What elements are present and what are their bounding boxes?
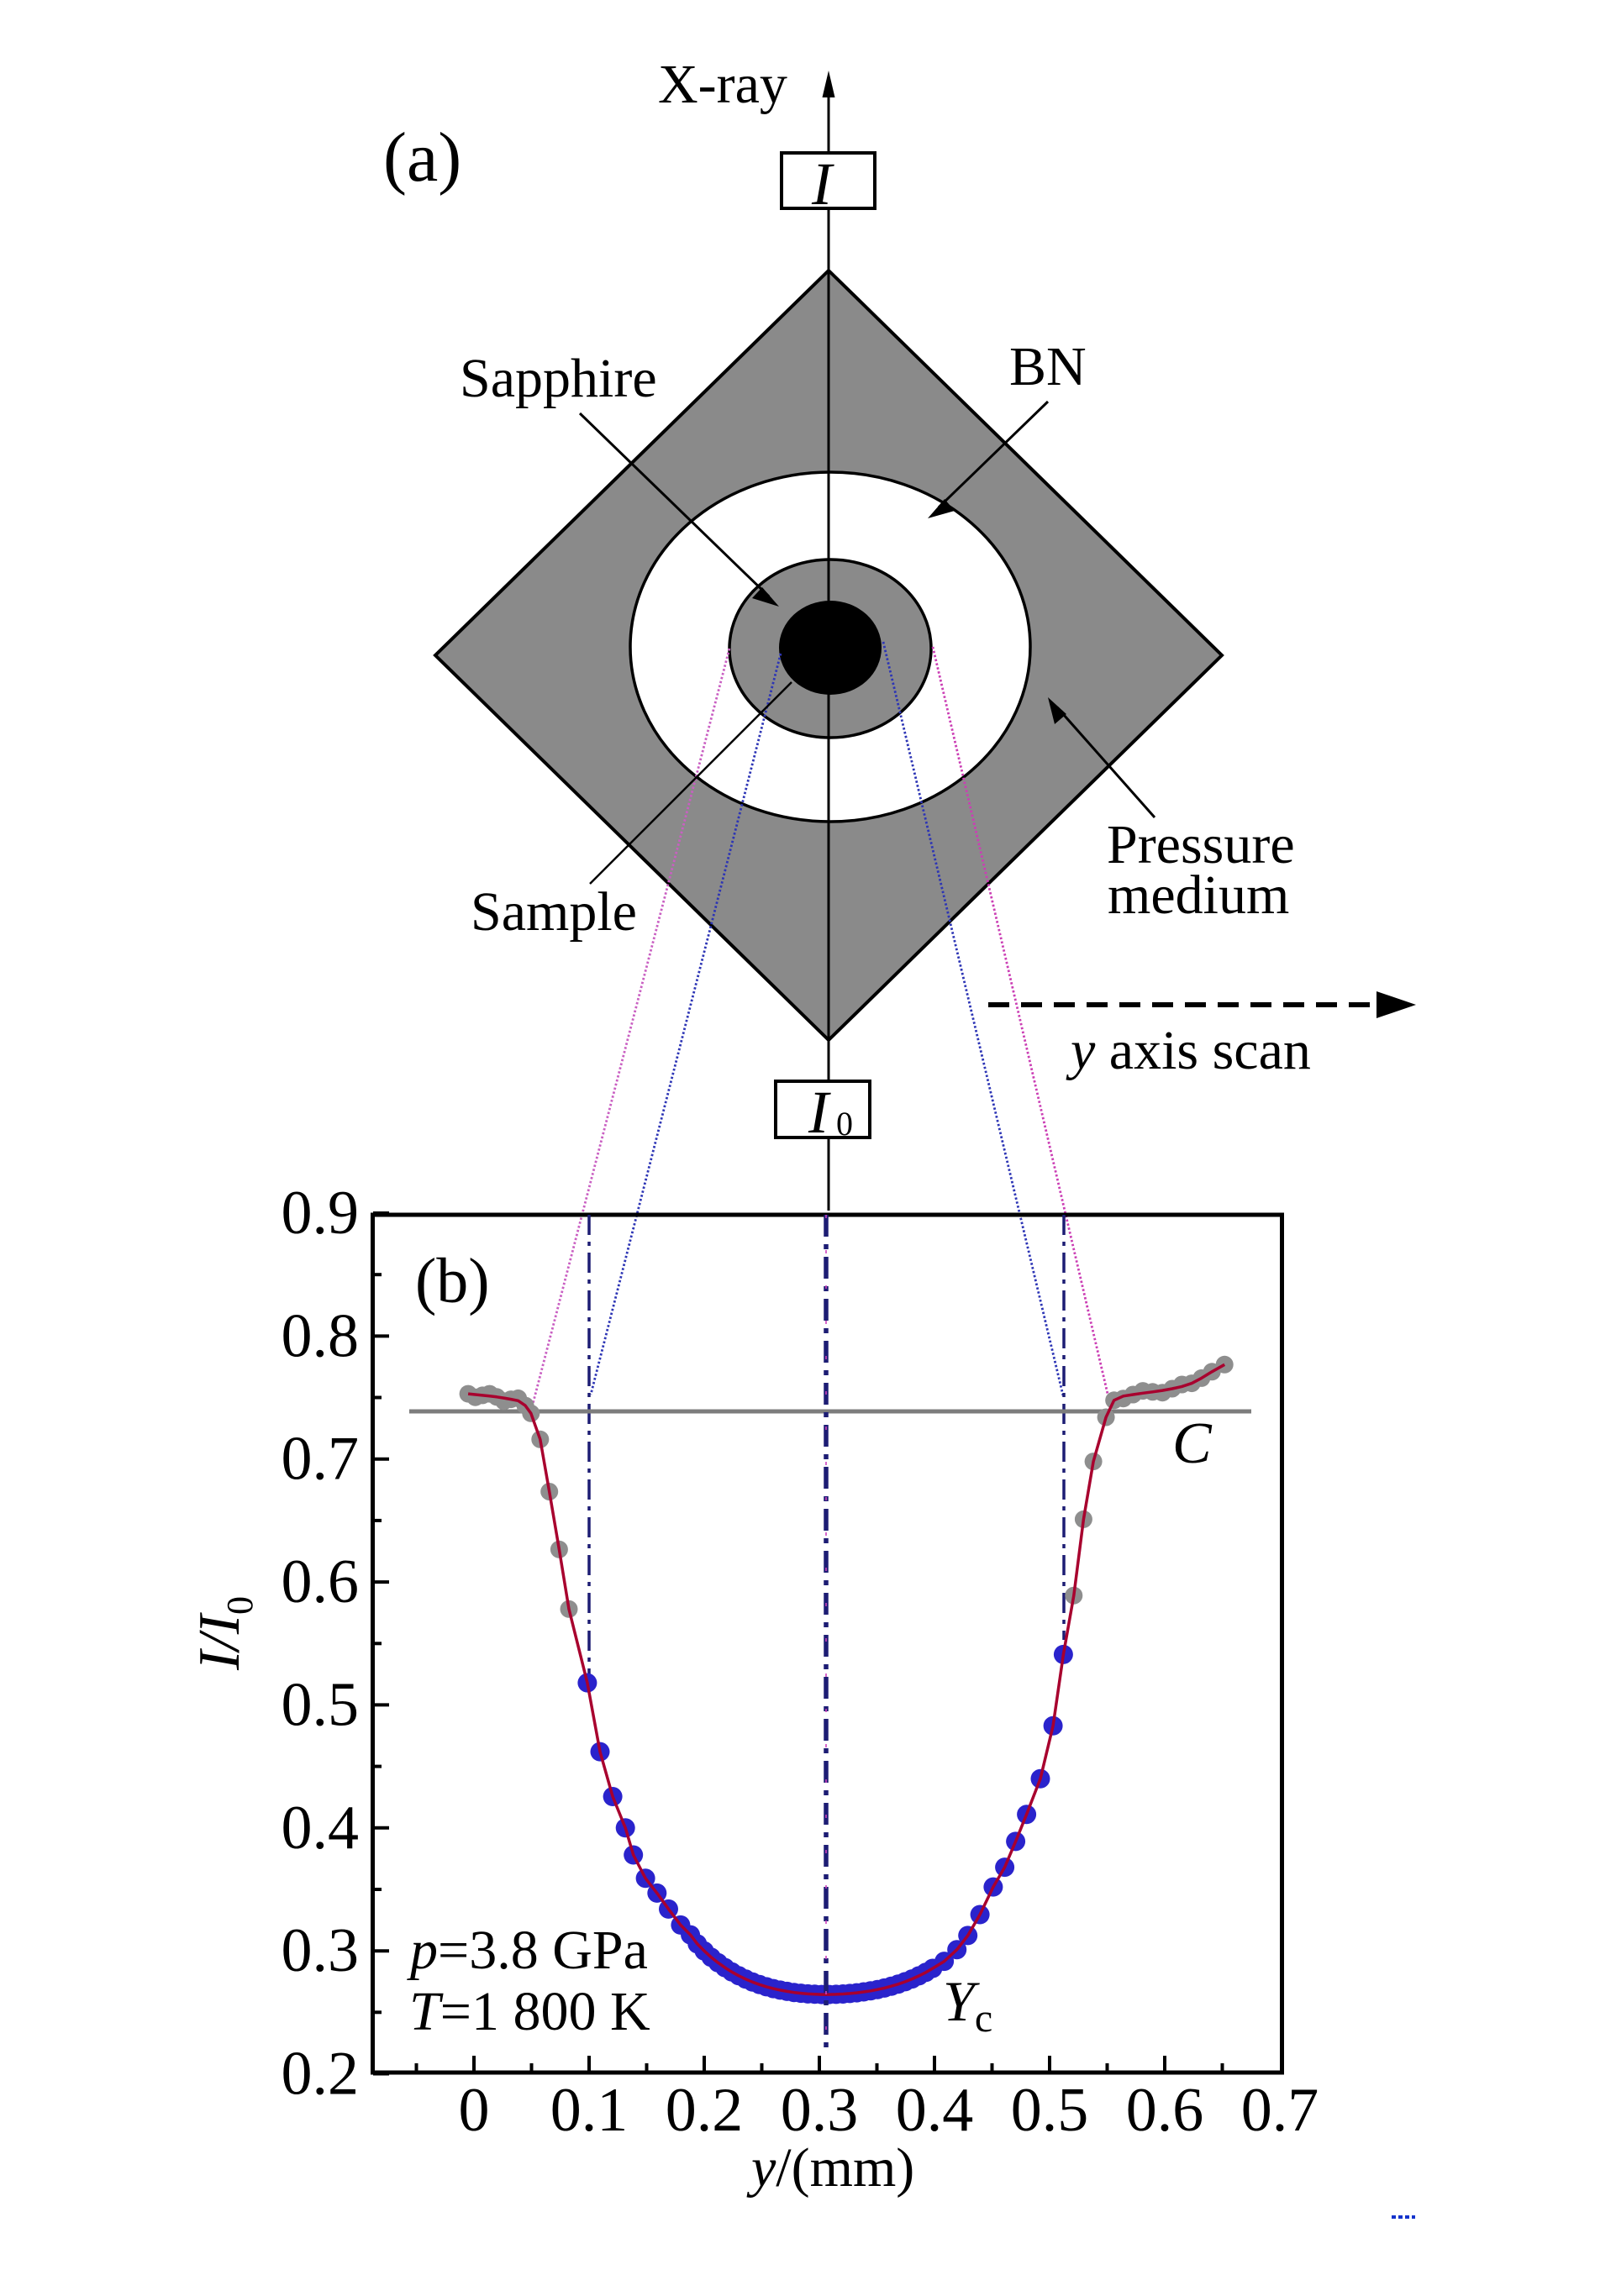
- svg-text:0: 0: [836, 1105, 853, 1143]
- svg-text:0.4: 0.4: [896, 2076, 974, 2145]
- svg-text:0.5: 0.5: [1011, 2076, 1089, 2145]
- svg-text:I: I: [808, 1079, 831, 1146]
- svg-text:y/(mm): y/(mm): [746, 2137, 914, 2199]
- svg-text:C: C: [1172, 1411, 1213, 1476]
- svg-text:medium: medium: [1108, 864, 1289, 926]
- svg-text:0.9: 0.9: [282, 1179, 360, 1248]
- svg-text:0.7: 0.7: [282, 1425, 360, 1494]
- svg-text:(b): (b): [415, 1246, 490, 1316]
- svg-text:p=3.8 GPa: p=3.8 GPa: [407, 1920, 648, 1981]
- svg-text:X-ray: X-ray: [658, 54, 787, 115]
- svg-text:y axis scan: y axis scan: [1066, 1020, 1311, 1081]
- svg-text:I: I: [811, 150, 834, 218]
- svg-text:(a): (a): [383, 118, 461, 197]
- svg-text:Sapphire: Sapphire: [460, 348, 657, 409]
- svg-text:0.6: 0.6: [1126, 2076, 1204, 2145]
- svg-text:0.8: 0.8: [282, 1301, 360, 1370]
- svg-text:0.6: 0.6: [282, 1547, 360, 1616]
- svg-text:0.5: 0.5: [282, 1670, 360, 1739]
- svg-text:BN: BN: [1009, 336, 1087, 397]
- svg-text:0.3: 0.3: [282, 1916, 360, 1985]
- svg-text:0: 0: [459, 2076, 490, 2145]
- svg-text:0.1: 0.1: [550, 2076, 629, 2145]
- svg-text:0.4: 0.4: [282, 1794, 360, 1863]
- svg-text:Pressure: Pressure: [1107, 814, 1295, 875]
- svg-text:0.2: 0.2: [666, 2076, 744, 2145]
- svg-text:Sample: Sample: [471, 881, 637, 943]
- svg-text:0.2: 0.2: [282, 2040, 360, 2109]
- svg-text:0.3: 0.3: [781, 2076, 859, 2145]
- svg-text:0.7: 0.7: [1241, 2076, 1319, 2145]
- svg-text:T=1 800 K: T=1 800 K: [409, 1981, 650, 2042]
